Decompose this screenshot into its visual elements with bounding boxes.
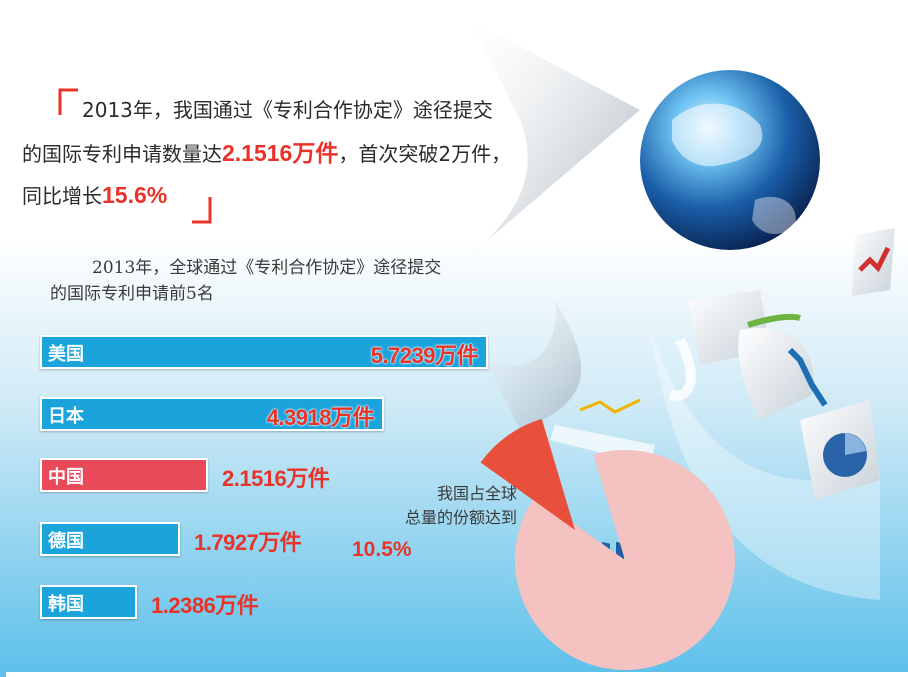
pie-value-label: 10.5% <box>352 538 412 561</box>
bar-category-label: 德国 <box>48 531 84 552</box>
pie-note: 我国占全球 总量的份额达到 <box>404 484 517 527</box>
headline-highlight-growth: 15.6% <box>102 182 168 208</box>
bar-category-label: 美国 <box>48 344 84 365</box>
bar-value-label: 4.3918万件 <box>266 405 375 430</box>
bar-value-label: 1.2386万件 <box>151 593 259 618</box>
bar-value-label: 1.7927万件 <box>194 530 302 555</box>
bar-category-label: 韩国 <box>48 594 84 615</box>
bracket-close-icon <box>192 197 212 224</box>
pie-slice-rest <box>514 450 735 671</box>
headline-line-2: 的国际专利申请数量达2.1516万件，首次突破2万件， <box>22 140 512 166</box>
bar-value-label: 5.7239万件 <box>370 343 479 368</box>
chart-subtitle: 2013年，全球通过《专利合作协定》途径提交 的国际专利申请前5名 <box>50 258 442 304</box>
bar-3 <box>40 522 180 556</box>
bar-category-label: 中国 <box>48 467 84 488</box>
bar-4 <box>40 585 137 619</box>
arrow-shape-icon <box>470 20 640 255</box>
headline-line-3: 同比增长15.6% <box>22 182 168 208</box>
bar-value-label: 2.1516万件 <box>222 466 330 491</box>
bracket-open-icon <box>58 88 78 115</box>
headline-highlight-count: 2.1516万件 <box>222 140 339 166</box>
bar-2 <box>40 458 208 492</box>
headline-line-1: 2013年，我国通过《专利合作协定》途径提交 <box>82 98 493 122</box>
bar-0 <box>40 335 488 369</box>
bar-1 <box>40 397 384 431</box>
bar-category-label: 日本 <box>48 406 84 427</box>
pie-slice-china <box>480 418 575 530</box>
